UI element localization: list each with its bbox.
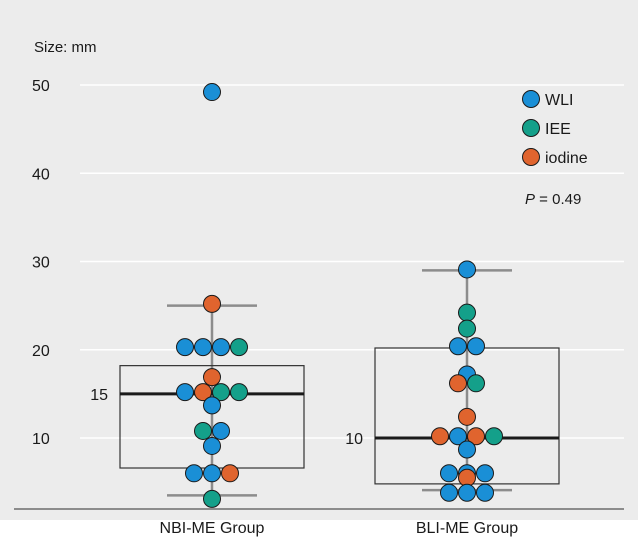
data-point-wli — [440, 483, 458, 502]
y-tick-label: 40 — [32, 166, 50, 183]
data-point-wli — [203, 396, 221, 415]
data-point-iee — [467, 374, 485, 393]
data-point-wli — [476, 464, 494, 483]
y-tick-label: 50 — [32, 78, 50, 95]
data-point-iee — [458, 319, 476, 338]
data-point-iee — [212, 383, 230, 402]
legend-marker — [522, 90, 540, 108]
data-point-iodine — [221, 464, 239, 483]
x-tick-label: NBI-ME Group — [160, 520, 265, 537]
data-point-iodine — [203, 368, 221, 387]
data-point-wli — [476, 483, 494, 502]
y-tick-label: 30 — [32, 255, 50, 272]
legend-label: WLI — [545, 92, 573, 109]
data-point-iodine — [458, 468, 476, 487]
data-point-iodine — [458, 407, 476, 426]
data-point-iee — [203, 489, 221, 508]
data-point-iodine — [449, 374, 467, 393]
legend-marker — [522, 119, 540, 137]
data-point-wli — [212, 338, 230, 357]
data-point-wli — [440, 464, 458, 483]
data-point-wli — [467, 337, 485, 356]
legend-marker — [522, 148, 540, 166]
y-tick-labels: 10 20 30 40 50 — [32, 78, 50, 448]
data-point-wli — [212, 421, 230, 440]
data-point-wli — [194, 338, 212, 357]
data-point-wli — [176, 383, 194, 402]
data-point-iee — [485, 427, 503, 446]
median-label: 10 — [345, 431, 363, 448]
data-point-iee — [230, 338, 248, 357]
legend-label: iodine — [545, 150, 588, 167]
data-point-iee — [230, 383, 248, 402]
data-point-iee — [194, 421, 212, 440]
data-point-wli — [203, 83, 221, 102]
plot-background — [0, 0, 638, 520]
data-point-wli — [449, 427, 467, 446]
data-point-wli — [458, 483, 476, 502]
p-value-text: = 0.49 — [535, 191, 581, 208]
data-point-wli — [203, 464, 221, 483]
p-value-annotation: P = 0.49 — [525, 191, 581, 208]
data-point-iodine — [467, 427, 485, 446]
data-point-iodine — [194, 383, 212, 402]
legend-label: IEE — [545, 121, 571, 138]
data-point-iodine — [431, 427, 449, 446]
data-point-wli — [176, 338, 194, 357]
x-tick-labels: NBI-ME Group BLI-ME Group — [160, 520, 519, 537]
data-point-wli — [185, 464, 203, 483]
data-point-iee — [458, 303, 476, 322]
data-point-wli — [449, 337, 467, 356]
data-point-iodine — [203, 294, 221, 313]
legend: WLI IEE iodine — [522, 90, 588, 167]
x-tick-label: BLI-ME Group — [416, 520, 518, 537]
data-point-wli — [458, 260, 476, 279]
data-point-wli — [458, 440, 476, 459]
y-tick-label: 10 — [32, 431, 50, 448]
median-label: 15 — [90, 387, 108, 404]
data-points — [176, 83, 503, 508]
p-value-symbol: P — [525, 191, 535, 208]
y-tick-label: 20 — [32, 343, 50, 360]
data-point-wli — [203, 436, 221, 455]
y-axis-label: Size: mm — [34, 39, 97, 56]
